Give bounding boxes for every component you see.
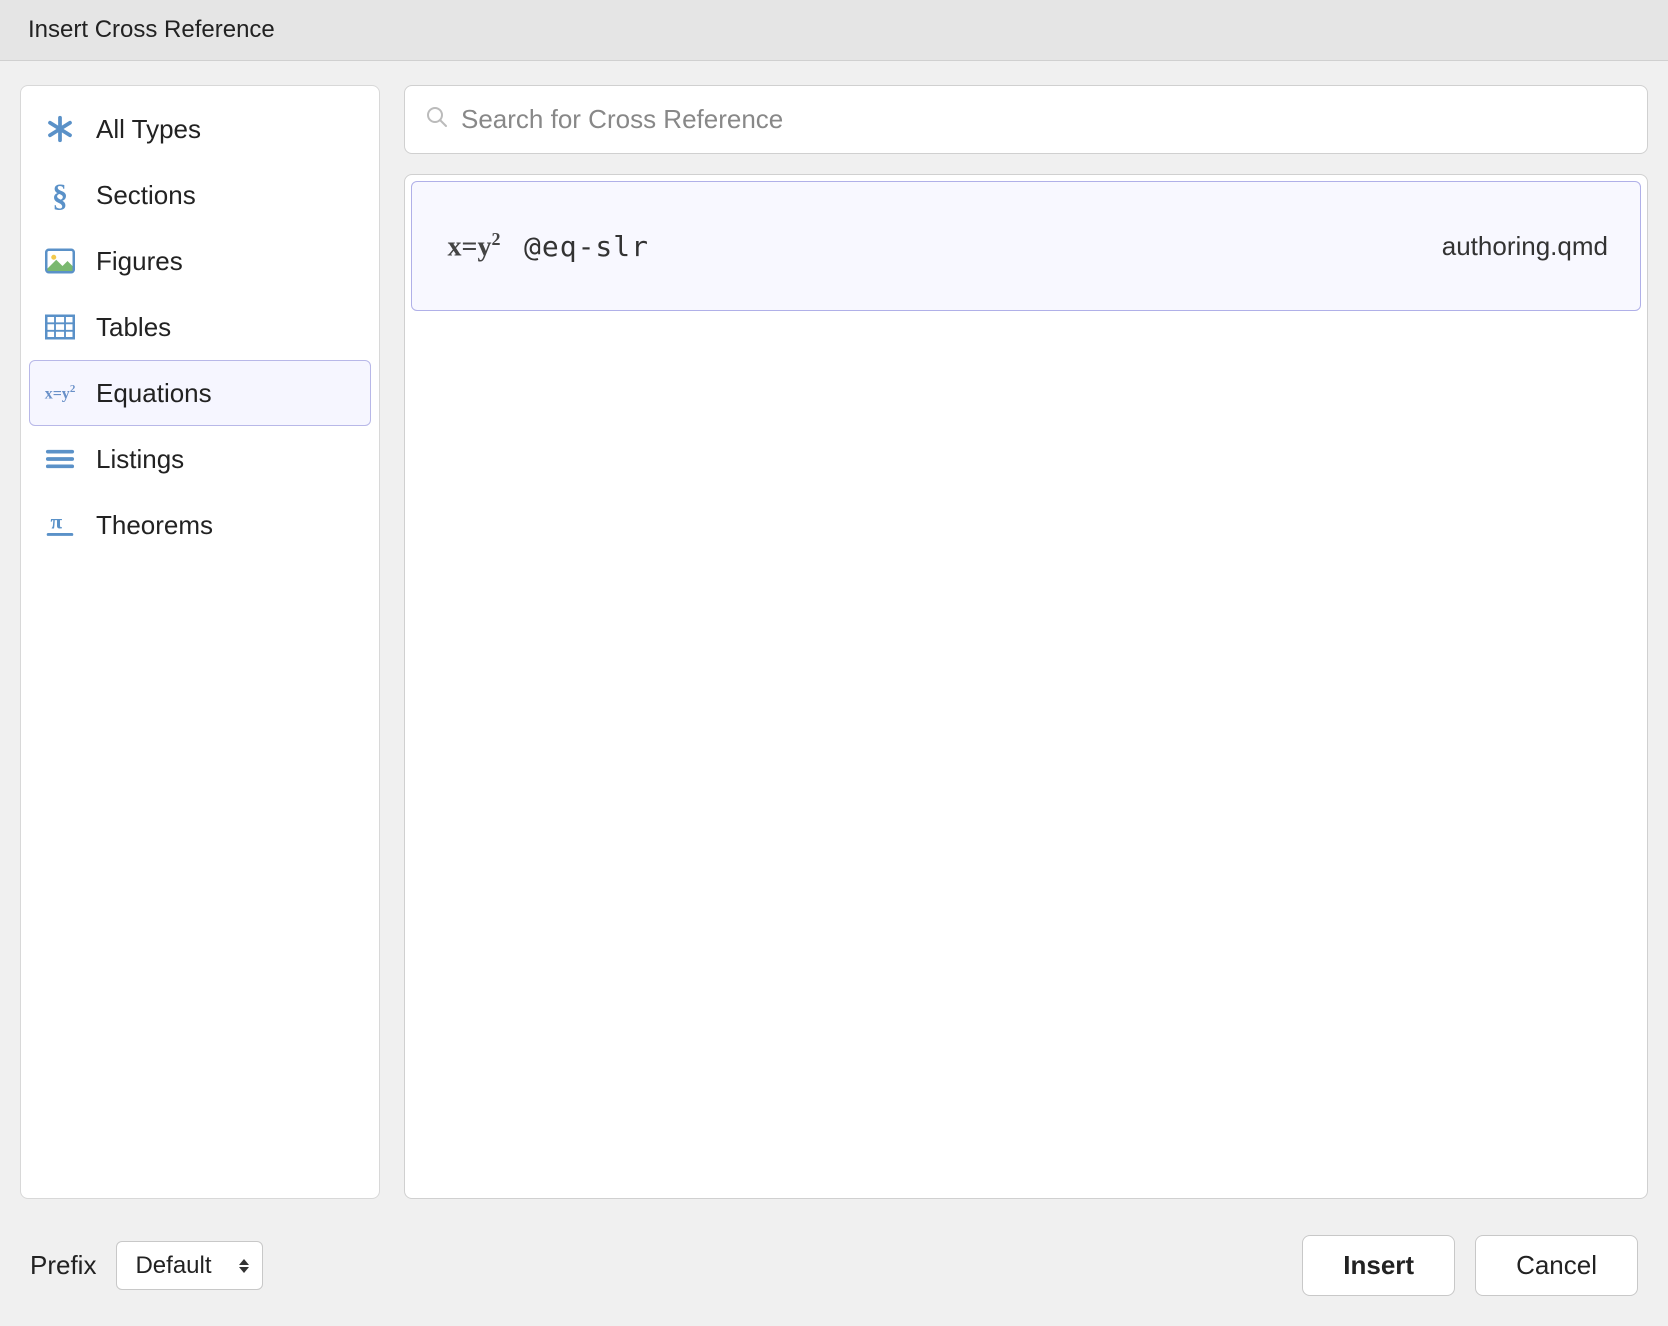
search-container — [404, 85, 1648, 154]
sidebar-item-label: Figures — [96, 246, 183, 277]
sidebar-item-label: Equations — [96, 378, 212, 409]
equation-icon: x=y2 — [42, 375, 78, 411]
dialog-content: All Types § Sections Figures — [0, 61, 1668, 1219]
result-item[interactable]: x=y2 @eq-slr authoring.qmd — [411, 181, 1641, 311]
result-left: x=y2 @eq-slr — [444, 226, 649, 266]
insert-button[interactable]: Insert — [1302, 1235, 1455, 1296]
sidebar-item-label: Tables — [96, 312, 171, 343]
sidebar-item-label: Listings — [96, 444, 184, 475]
insert-crossref-dialog: Insert Cross Reference All Types — [0, 0, 1668, 1326]
sidebar-item-theorems[interactable]: π Theorems — [29, 492, 371, 558]
table-icon — [42, 309, 78, 345]
listings-icon — [42, 441, 78, 477]
prefix-select-wrap: Default — [116, 1241, 263, 1290]
result-label: @eq-slr — [524, 230, 649, 263]
results-list: x=y2 @eq-slr authoring.qmd — [404, 174, 1648, 1199]
cancel-button[interactable]: Cancel — [1475, 1235, 1638, 1296]
dialog-footer: Prefix Default Insert Cancel — [0, 1219, 1668, 1326]
section-icon: § — [42, 177, 78, 213]
sidebar-item-label: Sections — [96, 180, 196, 211]
search-input[interactable] — [461, 104, 1627, 135]
prefix-select[interactable]: Default — [116, 1241, 263, 1290]
sidebar-item-all[interactable]: All Types — [29, 96, 371, 162]
svg-text:π: π — [51, 512, 63, 534]
result-file: authoring.qmd — [1442, 231, 1608, 262]
equation-icon: x=y2 — [444, 226, 504, 266]
sidebar-item-listings[interactable]: Listings — [29, 426, 371, 492]
type-sidebar: All Types § Sections Figures — [20, 85, 380, 1199]
footer-right: Insert Cancel — [1302, 1235, 1638, 1296]
sidebar-item-tables[interactable]: Tables — [29, 294, 371, 360]
prefix-label: Prefix — [30, 1250, 96, 1281]
footer-left: Prefix Default — [30, 1241, 263, 1290]
sidebar-item-label: All Types — [96, 114, 201, 145]
search-icon — [425, 105, 449, 134]
sidebar-item-sections[interactable]: § Sections — [29, 162, 371, 228]
sidebar-item-equations[interactable]: x=y2 Equations — [29, 360, 371, 426]
image-icon — [42, 243, 78, 279]
sidebar-item-figures[interactable]: Figures — [29, 228, 371, 294]
pi-icon: π — [42, 507, 78, 543]
dialog-title: Insert Cross Reference — [0, 0, 1668, 61]
asterisk-icon — [42, 111, 78, 147]
main-panel: x=y2 @eq-slr authoring.qmd — [404, 85, 1648, 1199]
sidebar-item-label: Theorems — [96, 510, 213, 541]
